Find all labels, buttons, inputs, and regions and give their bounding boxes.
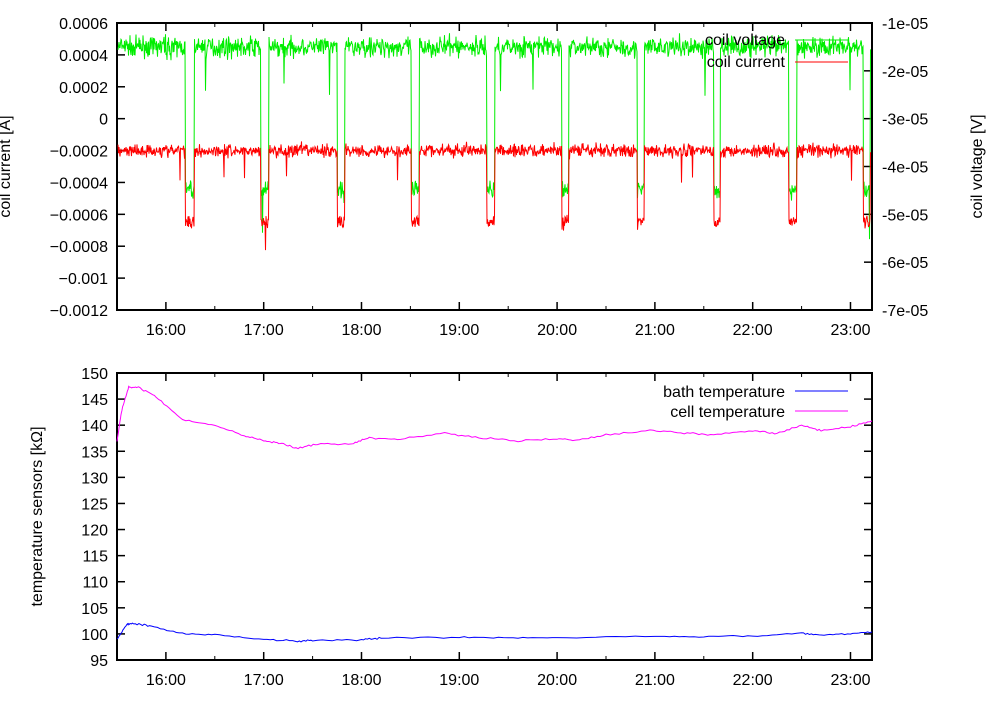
coil-plot: 16:00 17:00 18:00 19:00 20:00 21:00 22:00 23:00… bbox=[0, 16, 986, 339]
x-tick-label: 23:00 bbox=[830, 672, 870, 689]
y-tick-label: 145 bbox=[81, 392, 108, 409]
series-line-cell-temperature bbox=[116, 385, 873, 450]
plot-frame bbox=[116, 372, 873, 661]
y-tick-label: 100 bbox=[81, 627, 108, 644]
y2-tick-label: -5e-05 bbox=[882, 207, 928, 224]
y-axis-label: coil current [A] bbox=[0, 115, 14, 217]
y-tick-label: 125 bbox=[81, 496, 108, 513]
legend-label: bath temperature bbox=[663, 384, 785, 401]
y-tick-label: 0.0006 bbox=[59, 16, 108, 33]
x-tick-label: 22:00 bbox=[733, 672, 773, 689]
y-tick-label: −0.0004 bbox=[50, 175, 108, 192]
x-tick-label: 18:00 bbox=[341, 322, 381, 339]
x-tick-label: 19:00 bbox=[439, 672, 479, 689]
y2-tick-label: -4e-05 bbox=[882, 160, 928, 177]
y-tick-label: −0.001 bbox=[59, 271, 108, 288]
y-tick-label: 140 bbox=[81, 418, 108, 435]
y-tick-label: 0 bbox=[99, 112, 108, 129]
y-tick-label: −0.0002 bbox=[50, 144, 108, 161]
y2-tick-label: -2e-05 bbox=[882, 64, 928, 81]
y-tick-label: 110 bbox=[82, 575, 108, 592]
series-line-coil-current bbox=[117, 141, 871, 251]
y2-tick-label: -3e-05 bbox=[882, 112, 928, 129]
x-tick-label: 20:00 bbox=[537, 672, 577, 689]
y2-tick-label: -6e-05 bbox=[882, 255, 928, 272]
series-line-bath-temperature bbox=[116, 622, 873, 643]
x-tick-label: 22:00 bbox=[733, 322, 773, 339]
temperature-plot: 16:00 17:00 18:00 19:00 20:00 21:00 22:00 23:00… bbox=[29, 366, 873, 689]
y-tick-label: 0.0004 bbox=[59, 48, 108, 65]
x-tick-label: 23:00 bbox=[830, 322, 870, 339]
legend-label: cell temperature bbox=[670, 404, 785, 421]
y-tick-label: 0.0002 bbox=[59, 80, 108, 97]
legend-label: coil voltage bbox=[705, 32, 785, 49]
y2-tick-label: -1e-05 bbox=[882, 16, 928, 33]
y-tick-label: 95 bbox=[90, 653, 108, 670]
x-tick-label: 16:00 bbox=[146, 322, 186, 339]
x-tick-label: 17:00 bbox=[244, 322, 284, 339]
y-tick-label: −0.0012 bbox=[50, 303, 108, 320]
x-tick-label: 21:00 bbox=[635, 672, 675, 689]
y-tick-label: 135 bbox=[81, 444, 108, 461]
x-tick-label: 21:00 bbox=[635, 322, 675, 339]
legend-label: coil current bbox=[707, 54, 786, 71]
y-tick-label: −0.0008 bbox=[50, 239, 108, 256]
y-tick-label: 105 bbox=[81, 601, 108, 618]
x-tick-label: 20:00 bbox=[537, 322, 577, 339]
y-tick-label: 130 bbox=[81, 470, 108, 487]
y-axis-label: temperature sensors [kΩ] bbox=[29, 426, 46, 606]
y-tick-label: 120 bbox=[81, 523, 108, 540]
y2-axis-label: coil voltage [V] bbox=[969, 114, 986, 218]
y-tick-label: −0.0006 bbox=[50, 207, 108, 224]
x-tick-label: 19:00 bbox=[439, 322, 479, 339]
x-tick-label: 16:00 bbox=[146, 672, 186, 689]
y-tick-label: 115 bbox=[82, 549, 108, 566]
x-tick-label: 18:00 bbox=[341, 672, 381, 689]
y2-tick-label: -7e-05 bbox=[882, 303, 928, 320]
y-tick-label: 150 bbox=[81, 366, 108, 383]
x-tick-label: 17:00 bbox=[244, 672, 284, 689]
